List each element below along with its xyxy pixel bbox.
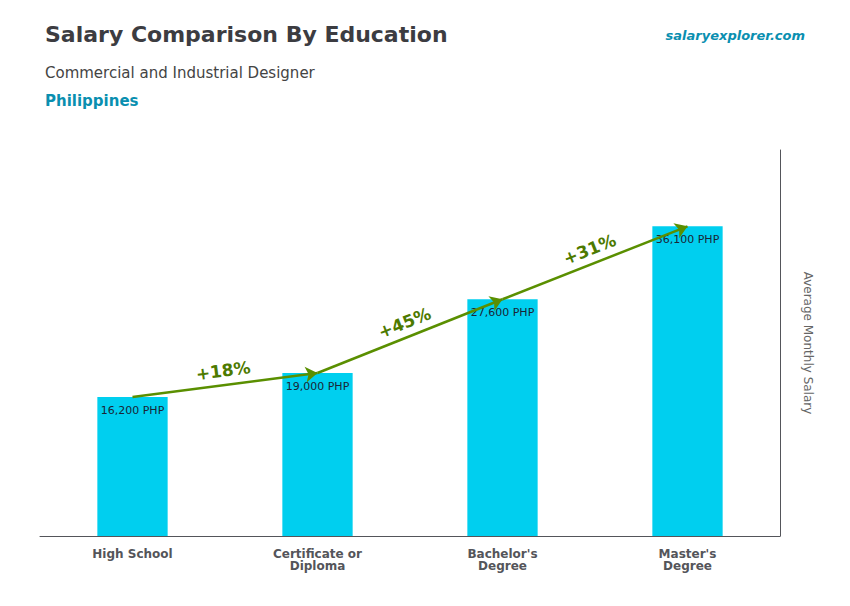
svg-text:Degree: Degree	[663, 559, 712, 573]
svg-text:16,200 PHP: 16,200 PHP	[101, 404, 165, 417]
svg-text:+45%: +45%	[375, 303, 433, 342]
svg-text:19,000 PHP: 19,000 PHP	[286, 380, 350, 393]
svg-text:Master's: Master's	[658, 547, 717, 561]
svg-text:Diploma: Diploma	[290, 559, 346, 573]
svg-text:Average Monthly Salary: Average Monthly Salary	[801, 272, 815, 415]
svg-text:Degree: Degree	[478, 559, 527, 573]
svg-text:Bachelor's: Bachelor's	[467, 547, 538, 561]
svg-text:Certificate or: Certificate or	[273, 547, 362, 561]
svg-text:+31%: +31%	[560, 230, 618, 269]
svg-text:+18%: +18%	[195, 357, 252, 384]
svg-text:High School: High School	[92, 547, 172, 561]
svg-text:Commercial and Industrial Desi: Commercial and Industrial Designer	[45, 64, 316, 82]
svg-text:Philippines: Philippines	[45, 92, 139, 110]
svg-text:salaryexplorer.com: salaryexplorer.com	[666, 28, 805, 43]
svg-text:36,100 PHP: 36,100 PHP	[655, 233, 720, 247]
svg-text:Salary Comparison By Education: Salary Comparison By Education	[45, 22, 448, 47]
svg-text:27,600 PHP: 27,600 PHP	[470, 306, 535, 320]
